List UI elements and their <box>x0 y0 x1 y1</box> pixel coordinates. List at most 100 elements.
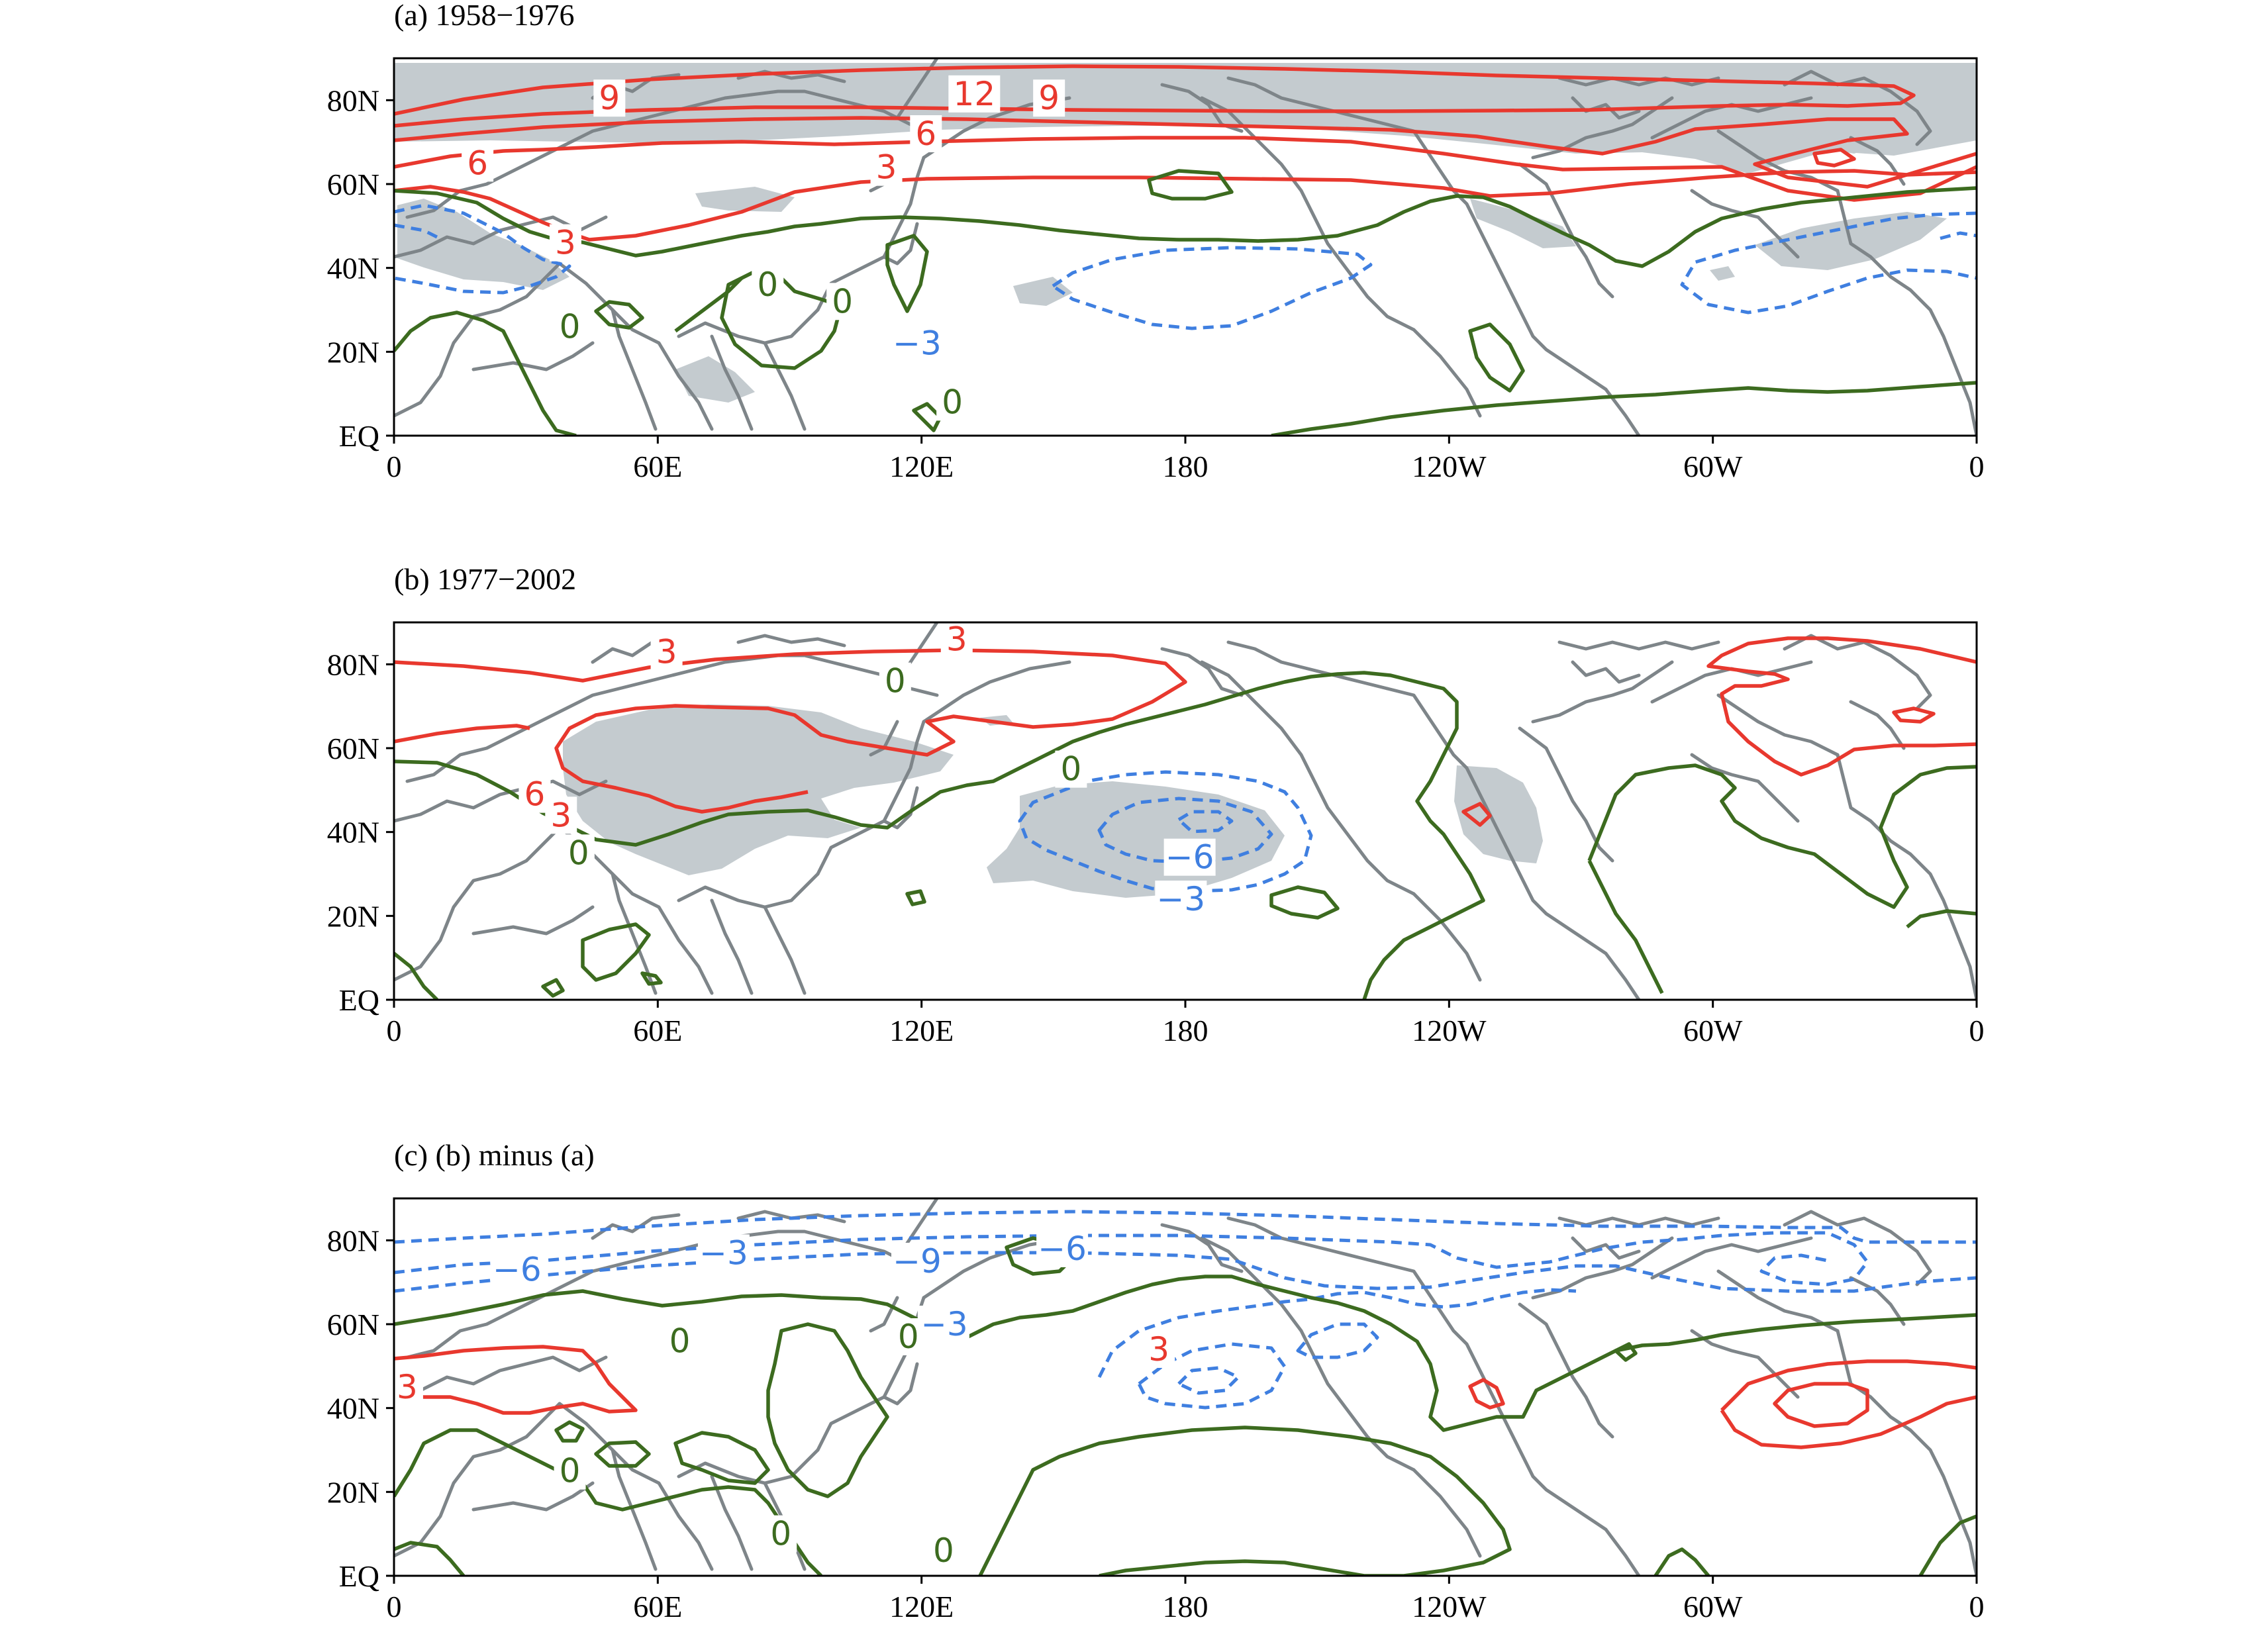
y-tick-label: EQ <box>339 1559 379 1593</box>
x-tick-label: 60W <box>1683 1590 1743 1623</box>
panel-a-contours <box>394 64 1977 436</box>
panel-c-contour-labels: −6 −3 −9 −6−30 000 033 <box>394 1230 1175 1570</box>
contour-label: 9 <box>599 79 620 117</box>
y-tick-label: 20N <box>327 335 379 369</box>
x-tick-label: 120W <box>1412 450 1487 483</box>
panel-b-y-axis: EQ 20N 40N 60N 80N <box>327 648 394 1017</box>
contour-label: 3 <box>946 620 967 658</box>
contour-label: 0 <box>1060 750 1081 789</box>
panel-a-title: (a) 1958−1976 <box>394 0 575 32</box>
x-tick-label: 60E <box>633 1014 682 1047</box>
contour-label-background <box>892 1318 924 1355</box>
panel-c-y-axis: EQ 20N 40N 60N 80N <box>327 1224 394 1593</box>
contour-label: −6 <box>493 1251 542 1289</box>
contour-label-background <box>891 324 944 362</box>
y-tick-label: 80N <box>327 1224 379 1257</box>
contour-label: 0 <box>770 1515 791 1553</box>
y-tick-label: 60N <box>327 1308 379 1341</box>
contour-label-background <box>927 1532 960 1569</box>
x-tick-label: 180 <box>1163 1590 1208 1623</box>
contour-label: 0 <box>560 1452 581 1490</box>
y-tick-label: 40N <box>327 816 379 849</box>
contour-label-background <box>826 283 859 320</box>
contour-label: −3 <box>1157 880 1206 918</box>
x-tick-label: 0 <box>1969 1590 1985 1623</box>
x-tick-label: 60W <box>1683 450 1743 483</box>
contour-label: 3 <box>555 224 576 262</box>
x-tick-label: 0 <box>387 450 402 483</box>
x-tick-label: 60E <box>633 450 682 483</box>
contour-label-background <box>940 622 973 658</box>
panel-b-contours <box>394 636 1977 1000</box>
contour-label: 3 <box>1148 1330 1169 1369</box>
contour-label: 0 <box>757 266 778 304</box>
contour-label: 0 <box>568 834 589 872</box>
panel-a-significance-shading <box>394 63 1977 403</box>
contour-label-background <box>948 75 1001 113</box>
panel-a-y-axis: EQ 20N 40N 60N 80N <box>327 83 394 453</box>
x-tick-label: 0 <box>387 1014 402 1047</box>
contour-label: 9 <box>1038 79 1060 117</box>
y-tick-label: 20N <box>327 899 379 933</box>
contour-label-background <box>1143 1331 1175 1368</box>
panel-c-title: (c) (b) minus (a) <box>394 1138 595 1172</box>
y-tick-label: 80N <box>327 83 379 117</box>
contour-label-background <box>765 1515 797 1553</box>
contour-label: 0 <box>942 383 963 421</box>
contour-label: −6 <box>1038 1230 1087 1268</box>
contour-label-background <box>936 383 969 421</box>
y-tick-label: EQ <box>339 419 379 453</box>
contour-label-background <box>1036 1230 1089 1267</box>
y-tick-label: EQ <box>339 983 379 1017</box>
contour-label: 3 <box>656 632 677 671</box>
x-tick-label: 180 <box>1163 450 1208 483</box>
contour-label-background <box>879 662 911 700</box>
y-tick-label: 80N <box>327 648 379 681</box>
panel-b-x-axis: 0 60E 120E 180 120W 60W 0 <box>387 1000 1985 1047</box>
contour-label-background <box>1055 750 1087 788</box>
x-tick-label: 0 <box>1969 1014 1985 1047</box>
x-tick-label: 120E <box>889 1014 954 1047</box>
contour-label-background <box>664 1322 696 1360</box>
x-tick-label: 120E <box>889 450 954 483</box>
contour-label-background <box>870 148 903 186</box>
panel-b-significance-shading <box>563 704 1543 898</box>
contour-label: −3 <box>893 324 942 363</box>
contour-label: 3 <box>550 796 571 834</box>
contour-label-background <box>491 1251 543 1288</box>
contour-label-background <box>1163 838 1216 876</box>
y-tick-label: 40N <box>327 1392 379 1425</box>
contour-label: −9 <box>893 1242 942 1280</box>
panel-c-x-axis: 0 60E 120E 180 120W 60W 0 <box>387 1576 1985 1623</box>
x-tick-label: 60E <box>633 1590 682 1623</box>
y-tick-label: 20N <box>327 1475 379 1509</box>
contour-label: −3 <box>699 1233 748 1272</box>
y-tick-label: 40N <box>327 252 379 285</box>
panel-c-contours <box>394 1210 1977 1576</box>
contour-label-background <box>917 1306 969 1343</box>
contour-label-background <box>891 1243 944 1280</box>
contour-label: 6 <box>467 144 488 182</box>
contour-label-background <box>394 1369 423 1406</box>
x-tick-label: 120E <box>889 1590 954 1623</box>
panel-c: (c) (b) minus (a) <box>327 1138 1985 1623</box>
contour-label-background <box>697 1234 750 1272</box>
contour-label: 0 <box>832 282 853 320</box>
contour-label: 3 <box>876 148 897 187</box>
contour-label-background <box>549 224 581 262</box>
y-tick-label: 60N <box>327 168 379 201</box>
contour-label-background <box>545 797 577 834</box>
contour-label: 0 <box>669 1322 691 1360</box>
contour-label: 0 <box>933 1531 954 1570</box>
contour-label: 0 <box>560 307 581 346</box>
contour-label: 6 <box>524 775 546 814</box>
y-tick-label: 60N <box>327 732 379 765</box>
contour-label-background <box>1033 79 1065 117</box>
x-tick-label: 60W <box>1683 1014 1743 1047</box>
panel-b-title: (b) 1977−2002 <box>394 562 576 596</box>
x-tick-label: 180 <box>1163 1014 1208 1047</box>
